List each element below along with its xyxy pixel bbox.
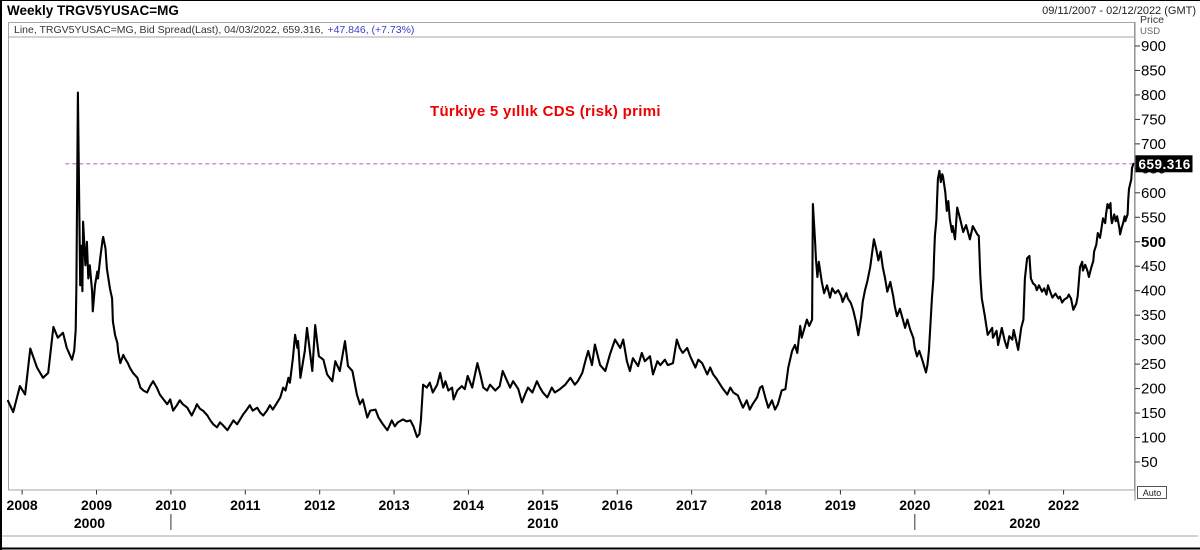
price-tick-label: 350 (1141, 307, 1166, 324)
year-tick-label: 2018 (750, 497, 781, 513)
price-tick-label: 300 (1141, 332, 1166, 349)
price-tick-label: 550 (1141, 209, 1166, 226)
decade-tick-label: 2010 (527, 515, 558, 531)
decade-tick-label: 2000 (74, 515, 105, 531)
year-tick-label: 2022 (1048, 497, 1079, 513)
price-tick-label: 500 (1141, 234, 1166, 251)
year-tick-label: 2012 (304, 497, 335, 513)
year-tick-label: 2008 (7, 497, 38, 513)
price-tick-label: 50 (1141, 454, 1158, 471)
current-value-badge (1135, 155, 1193, 173)
price-tick-label: 850 (1141, 62, 1166, 79)
price-tick-label: 800 (1141, 87, 1166, 104)
price-tick-label: 150 (1141, 405, 1166, 422)
price-tick-label: 600 (1141, 185, 1166, 202)
year-tick-label: 2013 (379, 497, 410, 513)
decade-tick-label: 2020 (1009, 515, 1040, 531)
chart-title: Weekly TRGV5YUSAC=MG (7, 3, 179, 18)
annotation-label: Türkiye 5 yıllık CDS (risk) primi (430, 103, 661, 120)
legend-change-value: +47.846, (+7.73%) (327, 24, 415, 36)
year-tick-label: 2014 (453, 497, 484, 513)
price-tick-label: 900 (1141, 38, 1166, 55)
date-range-label: 09/11/2007 - 02/12/2022 (GMT) (1042, 5, 1196, 17)
year-tick-label: 2017 (676, 497, 707, 513)
auto-scale-button[interactable]: Auto (1137, 486, 1167, 499)
year-tick-label: 2016 (602, 497, 633, 513)
year-tick-label: 2020 (899, 497, 930, 513)
price-axis-unit: USD (1140, 26, 1161, 37)
legend-series-info: Line, TRGV5YUSAC=MG, Bid Spread(Last), 0… (14, 24, 324, 36)
year-tick-label: 2021 (974, 497, 1005, 513)
price-tick-label: 400 (1141, 283, 1166, 300)
price-axis-title: Price (1140, 14, 1164, 26)
series-legend: Line, TRGV5YUSAC=MG, Bid Spread(Last), 0… (14, 24, 414, 36)
price-tick-label: 250 (1141, 356, 1166, 373)
price-tick-label: 450 (1141, 258, 1166, 275)
year-tick-label: 2010 (155, 497, 186, 513)
price-tick-label: 100 (1141, 430, 1166, 447)
year-tick-label: 2015 (527, 497, 558, 513)
year-tick-label: 2019 (825, 497, 856, 513)
price-tick-label: 700 (1141, 136, 1166, 153)
year-tick-label: 2009 (81, 497, 112, 513)
price-tick-label: 200 (1141, 381, 1166, 398)
current-value-badge-label: 659.316 (1139, 157, 1191, 172)
price-line-series (6, 91, 1135, 439)
year-tick-label: 2011 (230, 497, 261, 513)
price-tick-label: 750 (1141, 111, 1166, 128)
